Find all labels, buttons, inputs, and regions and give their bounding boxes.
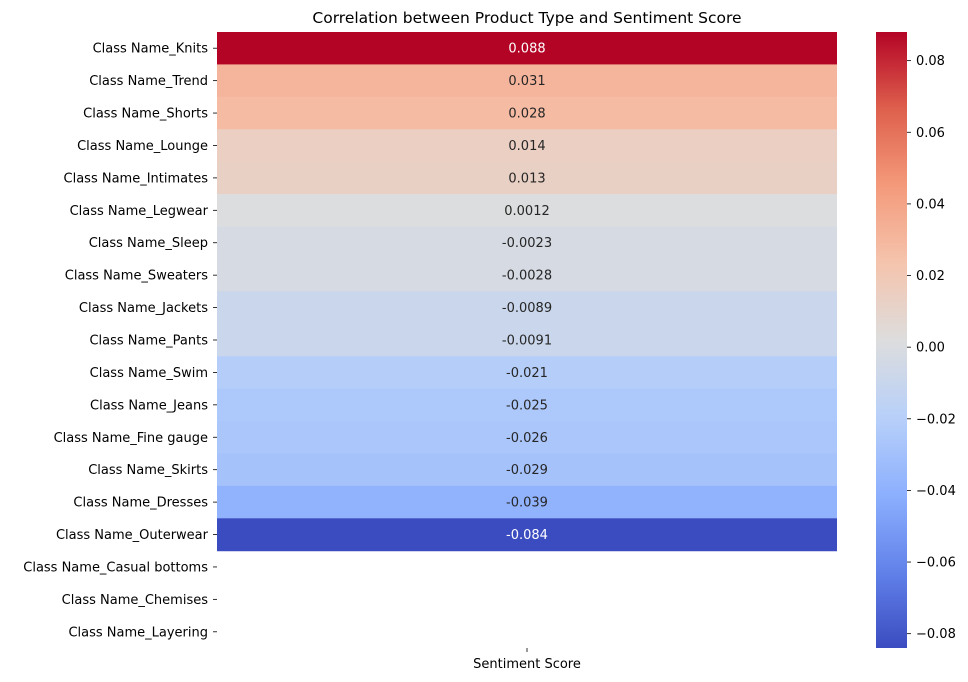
y-tick-label: Class Name_Casual bottoms (23, 560, 208, 575)
heatmap-cell (217, 518, 837, 552)
heatmap-cell (217, 96, 837, 130)
cell-value-label: -0.026 (506, 431, 548, 446)
y-tick-label: Class Name_Layering (68, 625, 208, 640)
cell-value-label: -0.0028 (502, 269, 552, 284)
y-tick-label: Class Name_Knits (93, 42, 209, 57)
y-tick-label: Class Name_Fine gauge (54, 431, 208, 446)
y-tick-label: Class Name_Swim (90, 366, 208, 381)
cell-value-label: -0.0023 (502, 236, 552, 251)
y-tick-label: Class Name_Lounge (77, 139, 208, 154)
heatmap-cell (217, 356, 837, 390)
y-tick-label: Class Name_Jeans (90, 398, 208, 413)
cell-value-label: -0.0089 (502, 301, 552, 316)
y-tick-label: Class Name_Sleep (89, 236, 208, 251)
y-tick-label: Class Name_Legwear (70, 204, 209, 219)
y-tick-label: Class Name_Sweaters (65, 269, 208, 284)
colorbar-gradient (876, 32, 907, 648)
y-tick-label: Class Name_Dresses (73, 496, 208, 511)
cell-value-label: -0.021 (506, 366, 548, 381)
y-tick-label: Class Name_Shorts (83, 107, 208, 122)
y-tick-label: Class Name_Trend (89, 74, 208, 89)
heatmap-cell (217, 291, 837, 325)
cell-value-label: -0.039 (506, 496, 548, 511)
cell-value-label: -0.029 (506, 463, 548, 478)
heatmap-cell (217, 226, 837, 260)
cell-value-label: -0.084 (506, 528, 548, 543)
heatmap-cell (217, 64, 837, 98)
colorbar: 0.08 0.06 0.04 0.02 0.00 −0.02 −0.04 −0.06 −0.08 (876, 32, 956, 648)
colorbar-tick-label: −0.08 (916, 627, 956, 642)
y-tick-label: Class Name_Jackets (79, 301, 208, 316)
chart-title: Correlation between Product Type and Sen… (312, 9, 741, 27)
cell-value-label: 0.031 (508, 74, 545, 89)
heatmap-cell (217, 258, 837, 292)
heatmap-cells: 0.088 0.031 0.028 0.014 0.013 0.0012 -0.0023 -0… (217, 32, 837, 552)
colorbar-tick-label: 0.00 (916, 341, 945, 356)
cell-value-label: 0.013 (508, 171, 545, 186)
colorbar-tick-label: −0.06 (916, 556, 956, 571)
heatmap-cell (217, 32, 837, 65)
heatmap-cell (217, 421, 837, 454)
heatmap-cell (217, 194, 837, 228)
x-tick-label: Sentiment Score (473, 657, 581, 672)
cell-value-label: 0.0012 (504, 204, 550, 219)
y-axis-labels: Class Name_Knits Class Name_Trend Class Na… (23, 42, 217, 640)
colorbar-tick-label: 0.04 (916, 197, 945, 212)
y-tick-label: Class Name_Skirts (88, 463, 208, 478)
cell-value-label: -0.0091 (502, 334, 552, 349)
cell-value-label: 0.014 (508, 139, 545, 154)
colorbar-tick-label: 0.02 (916, 269, 945, 284)
cell-value-label: 0.088 (508, 42, 545, 57)
heatmap-cell (217, 453, 837, 487)
heatmap-cell (217, 388, 837, 422)
heatmap-cell (217, 161, 837, 195)
heatmap-cell (217, 485, 837, 519)
colorbar-tick-label: 0.06 (916, 126, 945, 141)
cell-value-label: -0.025 (506, 398, 548, 413)
heatmap-cell (217, 129, 837, 163)
heatmap-cell (217, 323, 837, 357)
colorbar-tick-label: −0.04 (916, 484, 956, 499)
y-tick-label: Class Name_Outerwear (56, 528, 209, 543)
y-tick-label: Class Name_Intimates (64, 171, 209, 186)
cell-value-label: 0.028 (508, 107, 545, 122)
x-axis: Sentiment Score (473, 648, 581, 672)
y-tick-label: Class Name_Pants (89, 334, 208, 349)
colorbar-tick-label: 0.08 (916, 54, 945, 69)
colorbar-tick-label: −0.02 (916, 412, 956, 427)
y-tick-label: Class Name_Chemises (62, 593, 209, 608)
